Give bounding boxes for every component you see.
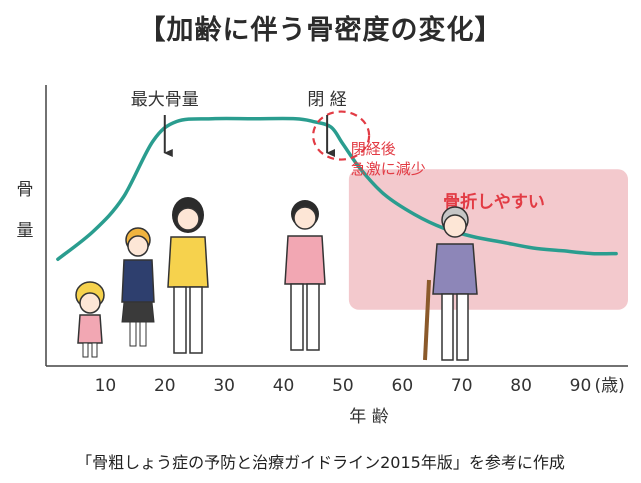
y-axis-label-part-2: 量 [17, 221, 34, 241]
peak-bone-mass-label: 最大骨量 [131, 90, 199, 110]
young-woman-figure-icon [167, 197, 209, 354]
menopause-decline-marker [312, 110, 371, 161]
elderly-woman-figure-icon [423, 206, 478, 361]
x-tick-label: 90 [570, 376, 592, 396]
x-tick-label: 80 [510, 376, 532, 396]
decline-note-line-2: 急激に減少 [351, 160, 426, 178]
x-tick-label: 40 [273, 376, 295, 396]
x-unit-label: (歳) [594, 376, 624, 396]
page-title: 【加齢に伴う骨密度の変化】 [138, 15, 503, 46]
x-tick-label: 50 [332, 376, 354, 396]
y-axis-label-part-1: 骨 [17, 180, 34, 200]
x-tick-label: 30 [213, 376, 235, 396]
toddler-figure-icon [75, 281, 105, 358]
x-tick-labels: 10 20 30 40 50 60 70 80 90 [95, 376, 592, 396]
source-note: 「骨粗しょう症の予防と治療ガイドライン2015年版」を参考に作成 [76, 453, 565, 472]
fracture-risk-label: 骨折しやすい [443, 191, 545, 212]
child-figure-icon [121, 227, 155, 347]
x-tick-label: 20 [154, 376, 176, 396]
x-axis-label: 年 齢 [349, 407, 388, 427]
bone-mass-curve [56, 116, 618, 261]
x-tick-label: 60 [392, 376, 414, 396]
x-tick-label: 10 [95, 376, 117, 396]
middle-aged-woman-figure-icon [284, 200, 326, 351]
menopause-label: 閉 経 [307, 90, 346, 110]
x-tick-label: 70 [451, 376, 473, 396]
decline-note-line-1: 閉経後 [351, 140, 396, 158]
life-stage-figures [75, 197, 478, 361]
